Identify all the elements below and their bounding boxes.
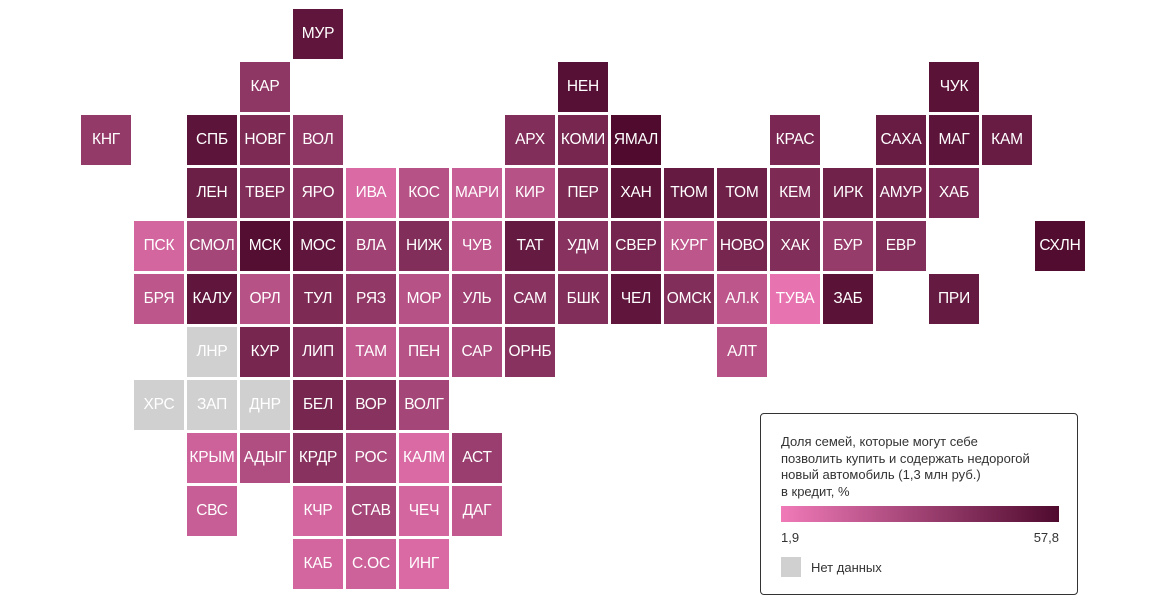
region-tile[interactable]: ЯРО	[293, 168, 343, 218]
region-tile[interactable]: ЧУВ	[452, 221, 502, 271]
region-tile[interactable]: ВОЛГ	[399, 380, 449, 430]
region-tile[interactable]: КАМ	[982, 115, 1032, 165]
no-data-swatch	[781, 557, 801, 577]
region-tile[interactable]: ОРНБ	[505, 327, 555, 377]
region-tile[interactable]: ЧУК	[929, 62, 979, 112]
region-tile[interactable]: УДМ	[558, 221, 608, 271]
region-tile[interactable]: СВЕР	[611, 221, 661, 271]
region-tile[interactable]: ТОМ	[717, 168, 767, 218]
region-tile[interactable]: МУР	[293, 9, 343, 59]
region-tile[interactable]: ЧЕЧ	[399, 486, 449, 536]
region-tile[interactable]: КРАС	[770, 115, 820, 165]
region-tile[interactable]: ВОР	[346, 380, 396, 430]
region-tile[interactable]: ПЕН	[399, 327, 449, 377]
legend-gradient-bar	[781, 506, 1059, 522]
region-tile[interactable]: НЕН	[558, 62, 608, 112]
region-tile[interactable]: КАЛУ	[187, 274, 237, 324]
region-tile[interactable]: САР	[452, 327, 502, 377]
region-tile[interactable]: КРЫМ	[187, 433, 237, 483]
region-tile[interactable]: ИРК	[823, 168, 873, 218]
no-data-label: Нет данных	[811, 560, 882, 575]
region-tile[interactable]: КУРГ	[664, 221, 714, 271]
region-tile[interactable]: КАБ	[293, 539, 343, 589]
region-tile[interactable]: СПБ	[187, 115, 237, 165]
region-tile[interactable]: СМОЛ	[187, 221, 237, 271]
region-tile[interactable]: ПРИ	[929, 274, 979, 324]
region-tile[interactable]: САХА	[876, 115, 926, 165]
region-tile[interactable]: ХАБ	[929, 168, 979, 218]
region-tile[interactable]: ТЮМ	[664, 168, 714, 218]
region-tile[interactable]: СТАВ	[346, 486, 396, 536]
legend-title: Доля семей, которые могут себе позволить…	[781, 434, 1030, 499]
region-tile[interactable]: КАЛМ	[399, 433, 449, 483]
region-tile[interactable]: МАРИ	[452, 168, 502, 218]
region-tile[interactable]: ПСК	[134, 221, 184, 271]
region-tile[interactable]: ХАН	[611, 168, 661, 218]
region-tile[interactable]: ТАТ	[505, 221, 555, 271]
region-tile[interactable]: КЧР	[293, 486, 343, 536]
region-tile[interactable]: ЗАП	[187, 380, 237, 430]
region-tile[interactable]: ВОЛ	[293, 115, 343, 165]
region-tile[interactable]: КРДР	[293, 433, 343, 483]
region-tile[interactable]: ТУВА	[770, 274, 820, 324]
region-tile[interactable]: ИВА	[346, 168, 396, 218]
region-tile[interactable]: БЕЛ	[293, 380, 343, 430]
region-tile[interactable]: ЗАБ	[823, 274, 873, 324]
region-tile[interactable]: РОС	[346, 433, 396, 483]
region-tile[interactable]: СВС	[187, 486, 237, 536]
region-tile[interactable]: МСК	[240, 221, 290, 271]
region-tile[interactable]: ТАМ	[346, 327, 396, 377]
region-tile[interactable]: НОВГ	[240, 115, 290, 165]
region-tile[interactable]: ХАК	[770, 221, 820, 271]
region-tile[interactable]: КУР	[240, 327, 290, 377]
region-tile[interactable]: ДНР	[240, 380, 290, 430]
region-tile[interactable]: ХРС	[134, 380, 184, 430]
region-tile[interactable]: БРЯ	[134, 274, 184, 324]
legend: Доля семей, которые могут себе позволить…	[760, 413, 1078, 595]
region-tile[interactable]: БУР	[823, 221, 873, 271]
legend-max-label: 57,8	[1033, 530, 1059, 545]
region-tile[interactable]: ТВЕР	[240, 168, 290, 218]
region-tile[interactable]: АЛ.К	[717, 274, 767, 324]
legend-min-label: 1,9	[781, 530, 800, 545]
region-tile[interactable]: ПЕР	[558, 168, 608, 218]
region-tile[interactable]: СХЛН	[1035, 221, 1085, 271]
region-tile[interactable]: АДЫГ	[240, 433, 290, 483]
region-tile[interactable]: ЛИП	[293, 327, 343, 377]
region-tile[interactable]: С.ОС	[346, 539, 396, 589]
region-tile[interactable]: АСТ	[452, 433, 502, 483]
region-tile[interactable]: ДАГ	[452, 486, 502, 536]
region-tile[interactable]: УЛЬ	[452, 274, 502, 324]
region-tile[interactable]: ОМСК	[664, 274, 714, 324]
region-tile[interactable]: КАР	[240, 62, 290, 112]
region-tile[interactable]: НОВО	[717, 221, 767, 271]
region-tile[interactable]: КИР	[505, 168, 555, 218]
region-tile[interactable]: ТУЛ	[293, 274, 343, 324]
region-tile[interactable]: КНГ	[81, 115, 131, 165]
region-tile[interactable]: НИЖ	[399, 221, 449, 271]
region-tile[interactable]: АЛТ	[717, 327, 767, 377]
region-tile[interactable]: ЧЕЛ	[611, 274, 661, 324]
region-tile[interactable]: ИНГ	[399, 539, 449, 589]
region-tile[interactable]: ВЛА	[346, 221, 396, 271]
region-tile[interactable]: АРХ	[505, 115, 555, 165]
region-tile[interactable]: ЕВР	[876, 221, 926, 271]
region-tile[interactable]: КОМИ	[558, 115, 608, 165]
region-tile[interactable]: ЛЕН	[187, 168, 237, 218]
region-tile[interactable]: АМУР	[876, 168, 926, 218]
region-tile[interactable]: КОС	[399, 168, 449, 218]
region-tile[interactable]: САМ	[505, 274, 555, 324]
region-tile[interactable]: МОР	[399, 274, 449, 324]
region-tile[interactable]: КЕМ	[770, 168, 820, 218]
region-tile[interactable]: БШК	[558, 274, 608, 324]
region-tile[interactable]: РЯЗ	[346, 274, 396, 324]
region-tile[interactable]: ЛНР	[187, 327, 237, 377]
region-tile[interactable]: ЯМАЛ	[611, 115, 661, 165]
region-tile[interactable]: ОРЛ	[240, 274, 290, 324]
region-tile[interactable]: МОС	[293, 221, 343, 271]
region-tile[interactable]: МАГ	[929, 115, 979, 165]
